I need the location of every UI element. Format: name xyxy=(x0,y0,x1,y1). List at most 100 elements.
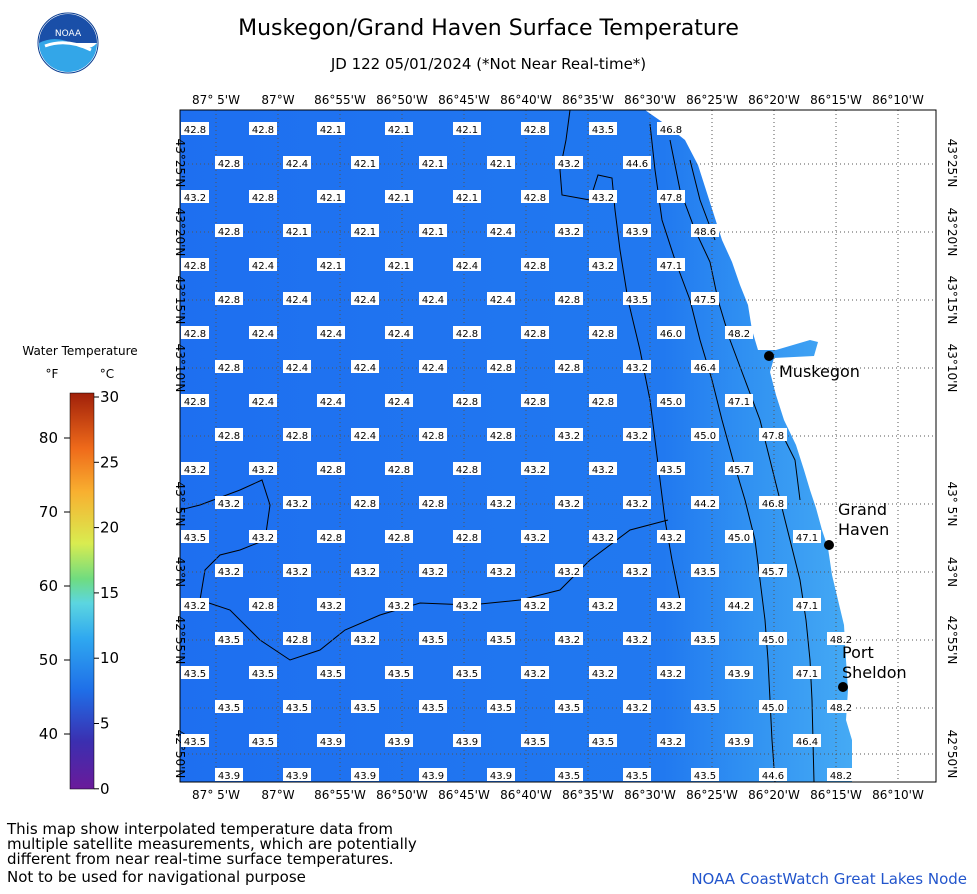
svg-text:42.4: 42.4 xyxy=(354,363,376,374)
temperature-value: 43.9 xyxy=(725,666,753,680)
svg-text:42.1: 42.1 xyxy=(320,193,342,204)
svg-text:42.4: 42.4 xyxy=(286,295,308,306)
svg-text:43.5: 43.5 xyxy=(490,703,512,714)
svg-text:43.2: 43.2 xyxy=(218,567,240,578)
temperature-value: 43.2 xyxy=(623,632,651,646)
svg-text:42.8: 42.8 xyxy=(524,261,546,272)
svg-text:42.8: 42.8 xyxy=(524,329,546,340)
latitude-label: 43°15'N xyxy=(945,276,959,325)
svg-text:42.8: 42.8 xyxy=(456,329,478,340)
temperature-value: 43.2 xyxy=(521,598,549,612)
footer-note: This map show interpolated temperature d… xyxy=(7,820,417,868)
temperature-value: 43.2 xyxy=(555,632,583,646)
latitude-label: 43°N xyxy=(945,557,959,587)
temperature-value: 47.8 xyxy=(657,190,685,204)
svg-text:47.1: 47.1 xyxy=(796,533,818,544)
svg-text:42.8: 42.8 xyxy=(252,193,274,204)
temperature-value: 42.8 xyxy=(283,632,311,646)
temperature-value: 43.2 xyxy=(215,496,243,510)
svg-text:48.2: 48.2 xyxy=(728,329,750,340)
temperature-value: 43.5 xyxy=(283,700,311,714)
longitude-label: 86°30'W xyxy=(624,788,676,802)
temperature-value: 43.2 xyxy=(623,428,651,442)
temperature-value: 43.2 xyxy=(249,530,277,544)
noaa-logo-text: NOAA xyxy=(55,29,82,39)
longitude-label: 86°30'W xyxy=(624,93,676,107)
temperature-value: 45.0 xyxy=(657,394,685,408)
longitude-label: 86°10'W xyxy=(872,93,924,107)
svg-text:43.2: 43.2 xyxy=(558,227,580,238)
temperature-value: 43.5 xyxy=(521,734,549,748)
temperature-value: 42.4 xyxy=(249,326,277,340)
temperature-value: 43.2 xyxy=(181,190,209,204)
temperature-value: 43.5 xyxy=(589,122,617,136)
svg-text:43.2: 43.2 xyxy=(626,567,648,578)
temperature-value: 43.5 xyxy=(657,462,685,476)
svg-text:47.8: 47.8 xyxy=(660,193,682,204)
latitude-labels-left: 43°25'N 43°20'N 43°15'N 43°10'N 43° 5'N 43°N 4… xyxy=(173,139,187,779)
temperature-value: 43.5 xyxy=(181,734,209,748)
legend-c-tick: 0 xyxy=(100,780,110,798)
temperature-value: 46.8 xyxy=(657,122,685,136)
longitude-labels-top: 87° 5'W 87°W 86°55'W 86°50'W 86°45'W 86°40'W 8… xyxy=(192,93,924,107)
temperature-value: 43.5 xyxy=(691,632,719,646)
svg-text:43.5: 43.5 xyxy=(592,125,614,136)
svg-text:43.2: 43.2 xyxy=(626,635,648,646)
svg-text:42.8: 42.8 xyxy=(558,363,580,374)
svg-text:43.2: 43.2 xyxy=(626,499,648,510)
temperature-value: 42.4 xyxy=(351,428,379,442)
temperature-value: 42.4 xyxy=(419,292,447,306)
latitude-label: 43°N xyxy=(173,557,187,587)
temperature-value: 43.2 xyxy=(555,224,583,238)
svg-text:42.4: 42.4 xyxy=(422,363,444,374)
svg-text:42.1: 42.1 xyxy=(354,159,376,170)
city-markers xyxy=(764,351,848,692)
temperature-value: 42.8 xyxy=(419,496,447,510)
svg-text:45.0: 45.0 xyxy=(728,533,750,544)
latitude-label: 42°55'N xyxy=(945,616,959,665)
temperature-value: 43.5 xyxy=(487,700,515,714)
svg-text:43.2: 43.2 xyxy=(218,499,240,510)
svg-text:42.8: 42.8 xyxy=(524,125,546,136)
latitude-label: 42°50'N xyxy=(945,730,959,779)
svg-text:42.8: 42.8 xyxy=(524,397,546,408)
temperature-value: 42.4 xyxy=(283,292,311,306)
temperature-value: 43.2 xyxy=(249,462,277,476)
latitude-label: 43°20'N xyxy=(173,208,187,257)
svg-text:43.9: 43.9 xyxy=(728,669,750,680)
temperature-value: 42.8 xyxy=(521,190,549,204)
temperature-value: 42.8 xyxy=(181,258,209,272)
temperature-value: 43.2 xyxy=(215,564,243,578)
temperature-value: 45.7 xyxy=(759,564,787,578)
temperature-value: 43.2 xyxy=(589,598,617,612)
svg-text:48.2: 48.2 xyxy=(830,703,852,714)
svg-text:43.5: 43.5 xyxy=(422,635,444,646)
legend-f-tick: 60 xyxy=(39,577,58,595)
svg-text:43.5: 43.5 xyxy=(184,737,206,748)
temperature-value: 43.9 xyxy=(215,768,243,782)
svg-text:43.5: 43.5 xyxy=(252,669,274,680)
temperature-value: 42.8 xyxy=(385,462,413,476)
temperature-value: 42.8 xyxy=(453,326,481,340)
latitude-label: 42°55'N xyxy=(173,616,187,665)
legend-c-tick: 5 xyxy=(100,715,110,733)
temperature-value: 46.8 xyxy=(759,496,787,510)
temperature-value: 45.0 xyxy=(691,428,719,442)
temperature-value: 42.1 xyxy=(317,190,345,204)
svg-text:43.2: 43.2 xyxy=(660,601,682,612)
temperature-value: 48.2 xyxy=(827,768,855,782)
temperature-value: 43.5 xyxy=(181,530,209,544)
temperature-value: 43.5 xyxy=(317,666,345,680)
longitude-label: 86°15'W xyxy=(810,93,862,107)
svg-text:43.2: 43.2 xyxy=(184,193,206,204)
svg-text:42.8: 42.8 xyxy=(218,431,240,442)
temperature-value: 42.1 xyxy=(351,224,379,238)
svg-text:44.2: 44.2 xyxy=(694,499,716,510)
temperature-value: 42.1 xyxy=(385,258,413,272)
svg-text:46.0: 46.0 xyxy=(660,329,682,340)
svg-text:42.1: 42.1 xyxy=(388,193,410,204)
temperature-value: 42.8 xyxy=(453,530,481,544)
svg-text:42.4: 42.4 xyxy=(490,295,512,306)
temperature-value: 43.2 xyxy=(555,496,583,510)
svg-text:48.2: 48.2 xyxy=(830,771,852,782)
